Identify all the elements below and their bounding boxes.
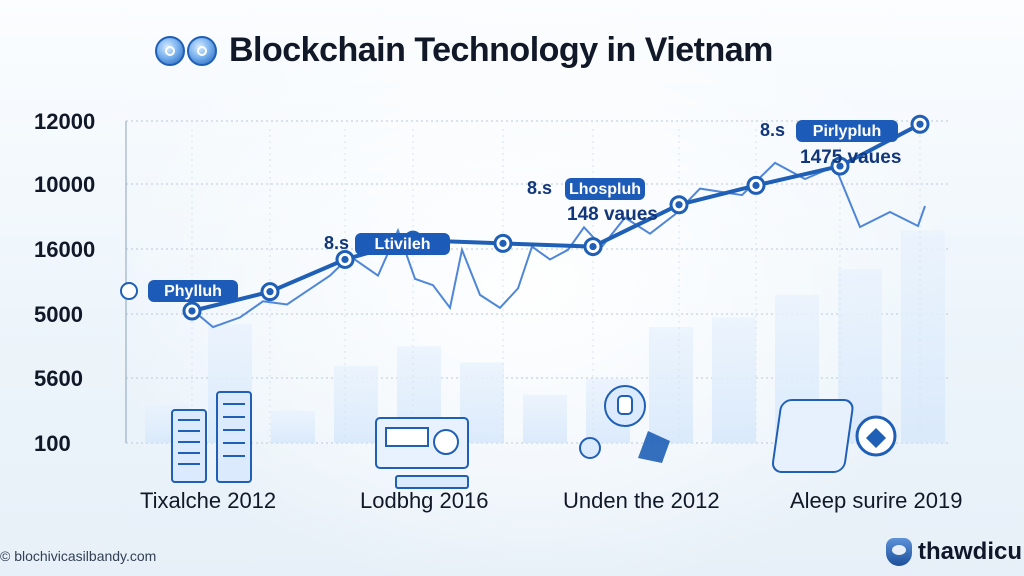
background-bar-8 — [649, 327, 693, 443]
header-logo-group — [155, 35, 217, 66]
annotation-gear-icon-0 — [120, 282, 138, 300]
data-point-inner-9 — [916, 120, 924, 128]
shield-logo-icon — [885, 538, 912, 566]
y-tick-label-0: 12000 — [34, 109, 95, 134]
x-group-label-1: Lodbhg 2016 — [360, 488, 488, 513]
background-bar-3 — [334, 365, 378, 443]
x-group-label-2: Unden the 2012 — [563, 488, 720, 513]
data-point-inner-2 — [341, 255, 349, 264]
blockchain-logo-icon — [155, 35, 185, 66]
y-tick-label-4: 5600 — [34, 366, 83, 391]
annotation-label-1: Ltivileh — [374, 236, 430, 253]
x-group-label-0: Tixalche 2012 — [140, 488, 276, 513]
annotation-label-2: Lhospluh — [569, 181, 641, 198]
data-point-inner-6 — [675, 201, 683, 209]
brand-watermark: thawdicu — [885, 538, 1022, 566]
annotation-prefix-1: 8.s — [324, 233, 349, 253]
background-bar-12 — [901, 230, 945, 443]
x-group-label-3: Aleep surire 2019 — [790, 488, 962, 513]
annotation-label-3: Pirlypluh — [813, 123, 881, 140]
computer-icon-panel — [385, 427, 429, 447]
computer-icon-base — [395, 475, 469, 489]
globe-logo-icon — [187, 35, 217, 66]
background-bar-9 — [712, 317, 756, 443]
security-node-icon-small-node — [579, 437, 601, 459]
chart-header: Blockchain Technology in Vietnam — [155, 31, 773, 70]
y-tick-label-1: 10000 — [34, 172, 95, 197]
annotation-value-3: 1475 vaues — [800, 147, 901, 168]
shield-device-icon-frame — [771, 399, 854, 473]
server-icon-rack-right — [216, 391, 252, 483]
annotation-value-2: 148 vaues — [567, 204, 658, 225]
annotation-label-0: Phylluh — [164, 283, 222, 300]
data-point-inner-4 — [499, 239, 507, 247]
data-point-inner-5 — [589, 242, 597, 251]
y-tick-label-2: 16000 — [34, 237, 95, 262]
computer-icon-lens — [433, 429, 459, 455]
annotation-prefix-3: 8.s — [760, 120, 785, 140]
background-bar-2 — [271, 410, 315, 443]
chart-title: Blockchain Technology in Vietnam — [229, 31, 773, 69]
security-node-icon-lock — [617, 395, 633, 415]
source-watermark: © blochivicasilbandy.com — [0, 548, 157, 564]
background-bar-6 — [523, 394, 567, 443]
annotation-prefix-2: 8.s — [527, 178, 552, 198]
y-tick-label-3: 5000 — [34, 302, 83, 327]
brand-name: thawdicu — [917, 538, 1022, 565]
computer-icon — [375, 417, 469, 489]
y-tick-label-5: 100 — [34, 431, 71, 456]
data-point-inner-7 — [752, 181, 760, 189]
data-point-inner-0 — [188, 307, 196, 315]
data-point-inner-1 — [266, 288, 274, 296]
